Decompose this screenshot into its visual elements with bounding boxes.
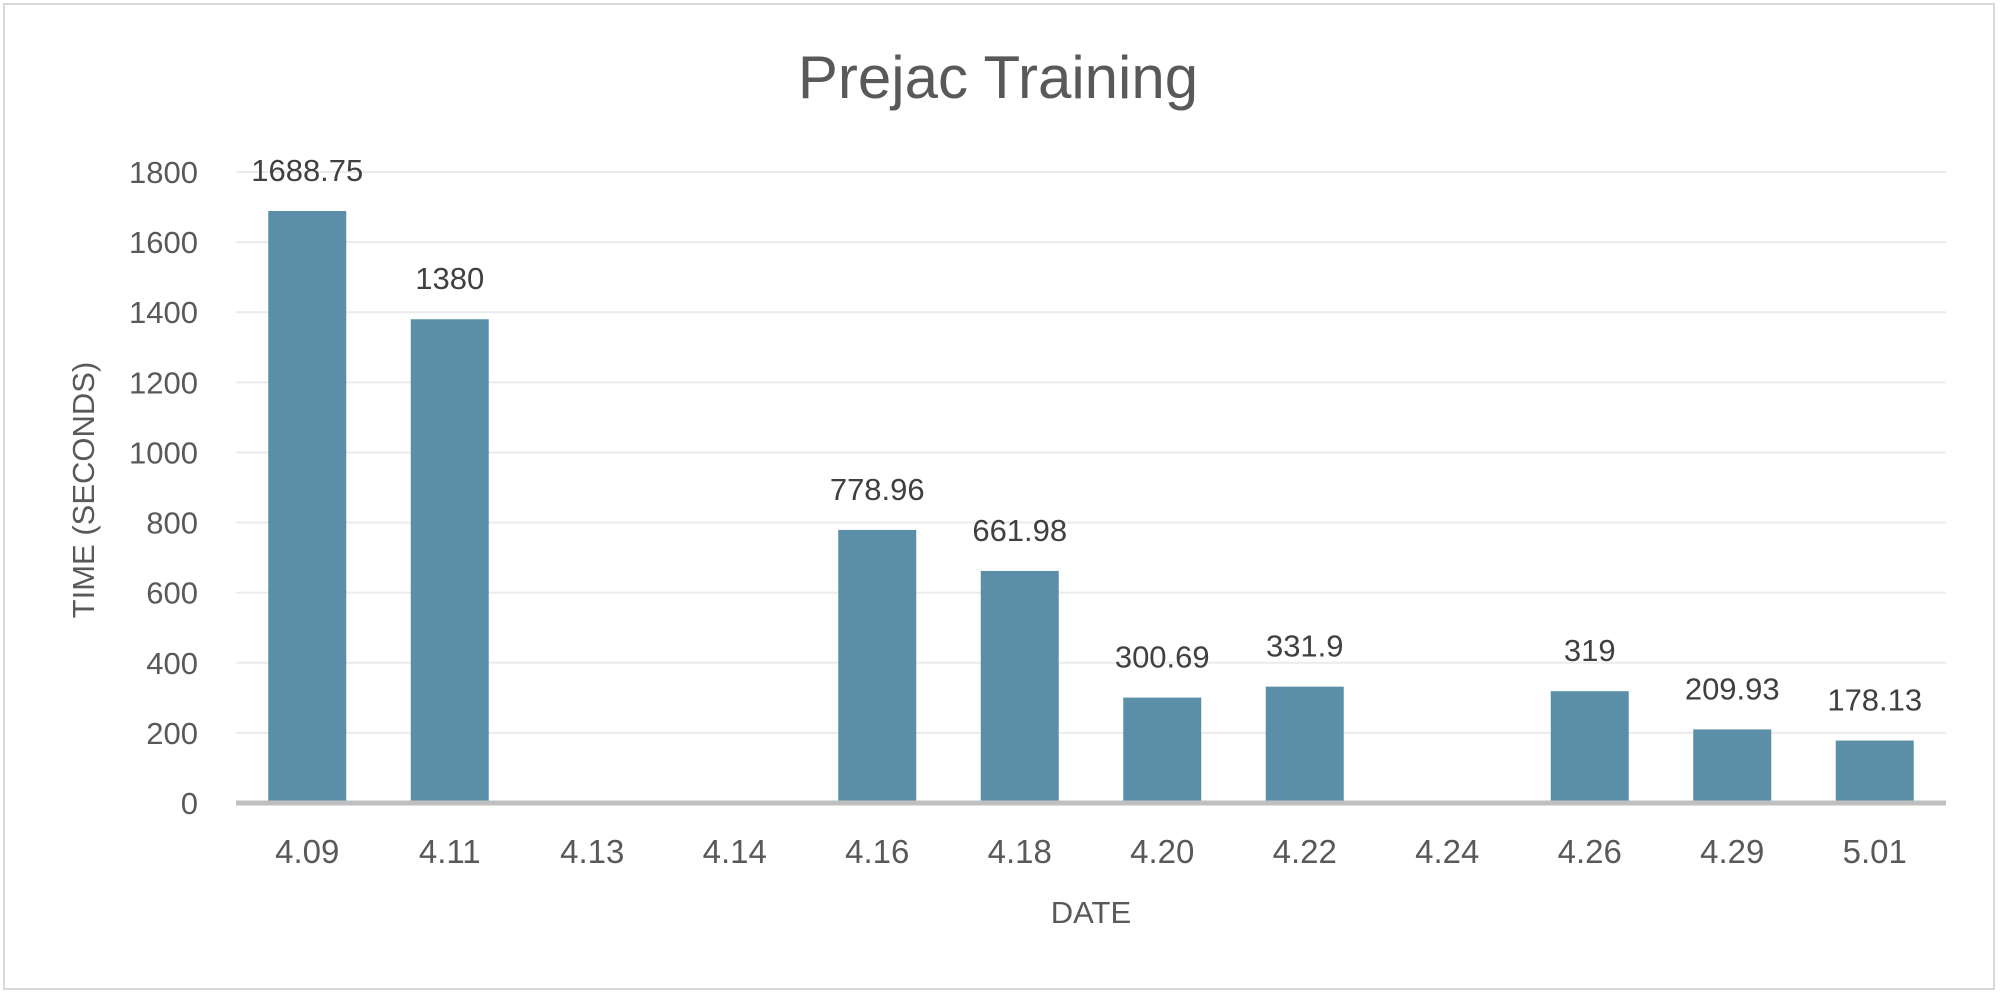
data-label: 319 [1564,633,1616,668]
y-tick-label: 1200 [129,365,198,400]
x-tick-label: 4.26 [1558,833,1622,870]
y-tick-label: 0 [181,786,198,821]
bar [410,319,489,803]
y-tick-label: 1400 [129,295,198,330]
data-label: 1380 [415,261,484,296]
x-tick-label: 4.13 [560,833,624,870]
y-tick-label: 1800 [129,155,198,190]
x-axis-title: DATE [1051,895,1131,930]
data-label: 1688.75 [251,153,363,188]
y-tick-label: 800 [146,506,198,541]
y-axis-ticks: 0 200 400 600 800 1000 1200 1400 1600 1800 [129,155,198,821]
data-label: 178.13 [1827,683,1922,718]
bar [980,570,1059,803]
y-axis-title: TIME (SECONDS) [66,362,101,619]
x-tick-label: 4.16 [845,833,909,870]
bar [1550,691,1629,803]
gridlines [236,171,1946,734]
x-tick-label: 4.11 [419,833,481,870]
bars [268,210,1914,804]
data-labels: 1688.75 1380 778.96 661.98 300.69 331.9 319 209… [251,153,1922,718]
x-tick-label: 4.18 [988,833,1052,870]
y-tick-label: 1000 [129,435,198,470]
chart-title: Prejac Training [798,44,1198,111]
bar [1265,686,1344,803]
data-label: 778.96 [830,472,925,507]
bar [1835,740,1914,803]
x-tick-label: 4.24 [1415,833,1479,870]
data-label: 331.9 [1266,629,1344,664]
y-tick-label: 400 [146,646,198,681]
x-tick-label: 4.29 [1700,833,1764,870]
bar [1123,697,1202,803]
x-tick-label: 4.09 [275,833,339,870]
x-tick-label: 5.01 [1843,833,1907,870]
y-tick-label: 1600 [129,225,198,260]
x-tick-label: 4.20 [1130,833,1194,870]
y-tick-label: 200 [146,716,198,751]
data-label: 209.93 [1685,671,1780,706]
bar [838,529,917,803]
bar [1693,729,1772,803]
data-label: 300.69 [1115,640,1210,675]
y-tick-label: 600 [146,576,198,611]
x-tick-label: 4.14 [703,833,767,870]
data-label: 661.98 [972,513,1067,548]
bar [268,210,347,804]
x-tick-label: 4.22 [1273,833,1337,870]
x-axis-ticks: 4.09 4.11 4.13 4.14 4.16 4.18 4.20 4.22 4.24 4.26… [275,833,1907,870]
